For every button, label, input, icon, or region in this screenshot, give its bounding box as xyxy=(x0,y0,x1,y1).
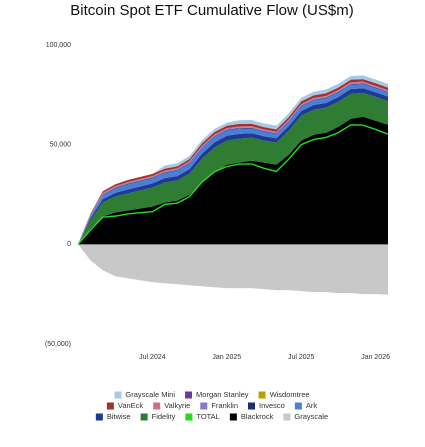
legend-swatch xyxy=(258,391,266,399)
legend-swatch xyxy=(140,413,148,421)
legend-swatch xyxy=(248,402,255,410)
x-tick-label: Jul 2025 xyxy=(288,354,315,361)
legend-swatch xyxy=(114,391,122,399)
legend-label: Fidelity xyxy=(152,412,176,421)
area xyxy=(78,116,388,245)
chart-title: Bitcoin Spot ETF Cumulative Flow (US$m) xyxy=(70,2,353,19)
line xyxy=(77,124,389,245)
y-tick-label: 100,000 xyxy=(46,42,71,49)
legend-swatch xyxy=(200,402,208,410)
legend-swatch xyxy=(283,413,291,421)
y-tick-label: 50,000 xyxy=(50,142,72,149)
legend-label: Valkyrie xyxy=(164,401,190,410)
legend-label: Grayscale Mini xyxy=(125,390,175,399)
legend-swatch xyxy=(153,402,161,410)
y-tick-label: (50,000) xyxy=(45,341,71,348)
y-tick-label: 0 xyxy=(67,241,71,248)
legend-label: Blackrock xyxy=(241,412,274,421)
legend-label: Invesco xyxy=(259,401,285,410)
legend-swatch xyxy=(185,391,193,399)
area xyxy=(78,244,388,295)
area xyxy=(78,92,388,245)
x-tick-label: Jan 2025 xyxy=(212,354,241,361)
legend-swatch xyxy=(106,402,114,410)
legend-swatch xyxy=(185,413,193,421)
legend-label: Ark xyxy=(306,401,318,410)
legend-label: Grayscale xyxy=(294,412,328,421)
legend-label: Wisdomtree xyxy=(270,390,310,399)
legend-label: Franklin xyxy=(211,401,238,410)
legend-swatch xyxy=(294,402,302,410)
legend-swatch xyxy=(229,413,237,421)
x-tick-label: Jan 2026 xyxy=(361,354,390,361)
x-tick-label: Jul 2024 xyxy=(139,354,166,361)
legend-label: Morgan Stanley xyxy=(196,390,249,399)
legend-label: VanEck xyxy=(118,401,144,410)
legend-swatch xyxy=(95,413,103,421)
legend-label: TOTAL xyxy=(196,412,219,421)
legend-label: Bitwise xyxy=(107,412,131,421)
